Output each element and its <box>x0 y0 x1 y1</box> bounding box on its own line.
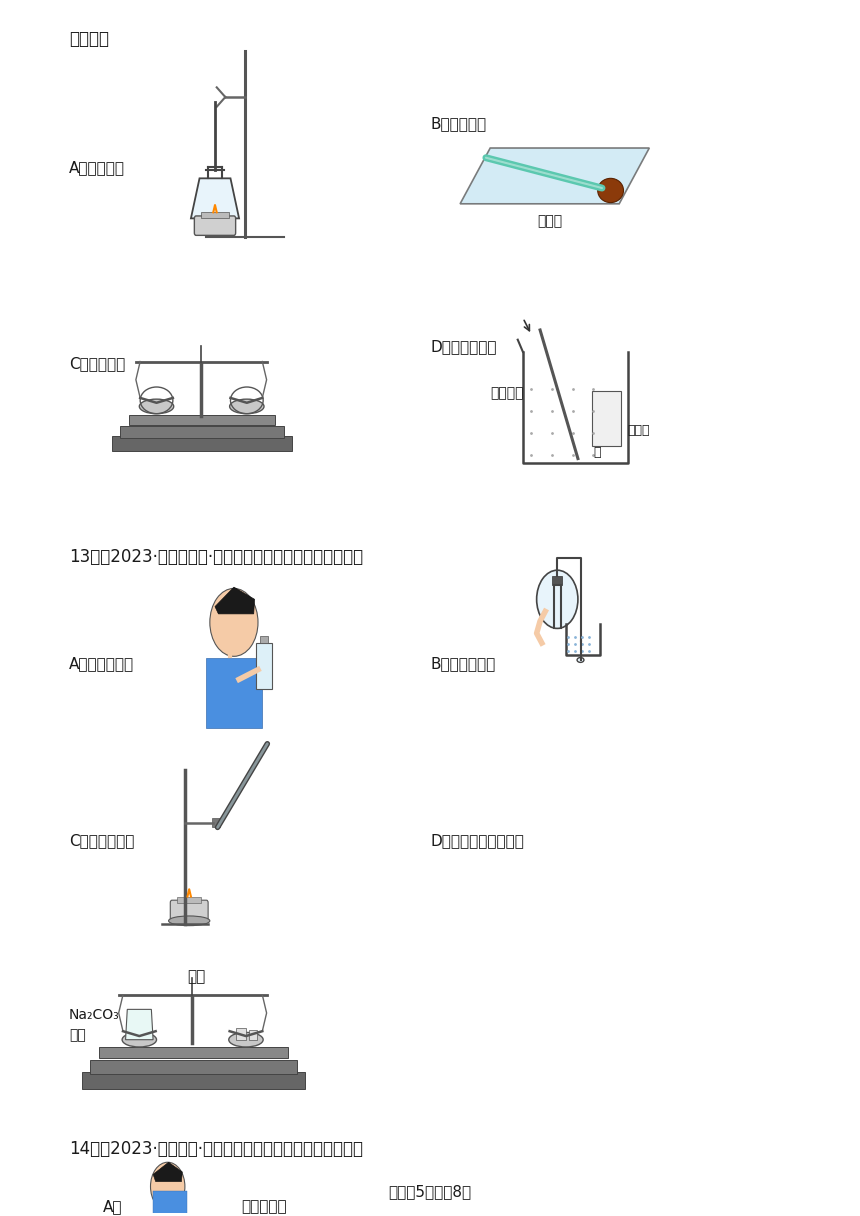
Bar <box>201 213 229 219</box>
Bar <box>112 435 292 451</box>
Bar <box>177 896 201 902</box>
Text: C．称量食盐: C．称量食盐 <box>69 356 125 371</box>
Text: 14．（2023·河南南阳·统考一模）下列实验操作中正确的是: 14．（2023·河南南阳·统考一模）下列实验操作中正确的是 <box>69 1139 363 1158</box>
Ellipse shape <box>577 658 584 663</box>
Text: 盐酸: 盐酸 <box>187 969 206 984</box>
Bar <box>206 658 262 728</box>
Ellipse shape <box>229 1032 263 1047</box>
Bar <box>90 1060 297 1074</box>
Text: 水: 水 <box>593 446 601 458</box>
Ellipse shape <box>122 1032 157 1047</box>
Polygon shape <box>126 1009 153 1040</box>
Bar <box>153 1192 187 1216</box>
Ellipse shape <box>169 916 210 925</box>
Text: D．验证质量守恒定律: D．验证质量守恒定律 <box>430 833 524 849</box>
Ellipse shape <box>598 179 624 203</box>
Text: A．: A． <box>103 1200 123 1215</box>
Text: 闻气体气味: 闻气体气味 <box>241 1200 286 1215</box>
FancyBboxPatch shape <box>170 900 208 922</box>
Polygon shape <box>460 148 649 204</box>
Circle shape <box>210 589 258 657</box>
Circle shape <box>537 570 578 629</box>
Ellipse shape <box>230 399 264 413</box>
Text: A．加热液体: A．加热液体 <box>69 161 125 175</box>
Text: 不断搅拌: 不断搅拌 <box>490 385 524 400</box>
Text: 粉末: 粉末 <box>69 1028 85 1042</box>
Bar <box>212 817 220 827</box>
Ellipse shape <box>139 399 174 413</box>
Bar <box>99 1047 288 1058</box>
Polygon shape <box>191 179 239 219</box>
Bar <box>592 390 621 446</box>
Circle shape <box>150 1162 185 1211</box>
FancyBboxPatch shape <box>194 216 236 236</box>
Bar <box>249 1030 257 1040</box>
Text: 试卷第5页，共8页: 试卷第5页，共8页 <box>389 1184 471 1199</box>
Text: 浓硫酸: 浓硫酸 <box>628 424 650 438</box>
Text: C．加热食盐水: C．加热食盐水 <box>69 833 134 849</box>
Bar <box>120 426 284 438</box>
Polygon shape <box>153 1162 182 1182</box>
Bar <box>129 415 275 424</box>
Text: 玻璃片: 玻璃片 <box>538 214 562 227</box>
Text: Na₂CO₃: Na₂CO₃ <box>69 1008 120 1023</box>
Bar <box>552 576 562 585</box>
Text: B．放置滴管: B．放置滴管 <box>430 117 486 131</box>
Text: 正确的是: 正确的是 <box>69 30 109 47</box>
Bar <box>256 643 272 689</box>
Text: D．稀释浓硫酸: D．稀释浓硫酸 <box>430 339 496 355</box>
Bar <box>236 1028 246 1040</box>
Text: A．闻气体气味: A．闻气体气味 <box>69 657 134 671</box>
Bar <box>82 1073 305 1090</box>
Polygon shape <box>215 587 255 614</box>
Text: B．检查气密性: B．检查气密性 <box>430 657 495 671</box>
Bar <box>260 636 268 643</box>
Text: 13．（2023·河南平顶山·统考一模）下列实验操作正确的是: 13．（2023·河南平顶山·统考一模）下列实验操作正确的是 <box>69 548 363 565</box>
